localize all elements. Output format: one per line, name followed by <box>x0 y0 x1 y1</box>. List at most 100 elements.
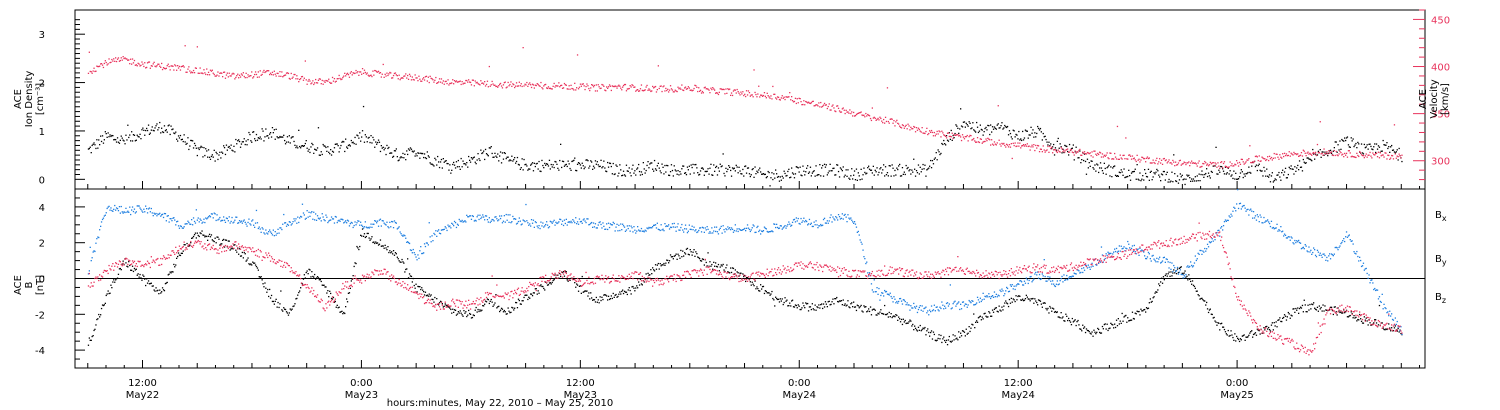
data-point <box>1293 151 1295 154</box>
data-point <box>564 164 566 166</box>
data-point <box>454 167 457 169</box>
data-point <box>365 235 367 238</box>
data-point <box>772 85 774 88</box>
data-point <box>352 275 354 277</box>
data-point <box>1113 165 1115 168</box>
data-point <box>1306 152 1308 154</box>
data-point <box>667 165 669 167</box>
data-point <box>592 226 594 228</box>
data-point <box>484 85 487 87</box>
data-point <box>249 75 251 77</box>
data-point <box>192 235 195 238</box>
data-point <box>1119 154 1121 156</box>
data-point <box>517 85 520 87</box>
data-point <box>593 299 596 301</box>
data-point <box>236 216 238 218</box>
data-point <box>884 166 887 168</box>
data-point <box>284 222 286 224</box>
data-point <box>1256 156 1258 158</box>
data-point <box>821 303 823 305</box>
data-point <box>698 229 700 232</box>
data-point <box>740 173 742 175</box>
data-point <box>660 265 662 267</box>
data-point <box>112 60 114 62</box>
data-point <box>1330 151 1333 153</box>
data-point <box>1183 161 1185 163</box>
data-point <box>930 167 933 169</box>
data-point <box>697 256 699 258</box>
data-point <box>895 174 897 176</box>
data-point <box>430 294 432 296</box>
data-point <box>899 318 901 320</box>
data-point <box>869 306 872 308</box>
data-point <box>426 151 428 153</box>
data-point <box>660 85 662 87</box>
data-point <box>330 292 332 295</box>
data-point <box>597 164 599 166</box>
data-point <box>340 144 342 147</box>
data-point <box>952 334 954 336</box>
data-point <box>619 85 621 87</box>
data-point <box>237 140 239 142</box>
data-point <box>1224 165 1227 167</box>
data-point <box>887 316 889 318</box>
data-point <box>1049 305 1051 308</box>
data-point <box>560 143 562 145</box>
data-point <box>658 167 660 169</box>
data-point <box>251 141 253 143</box>
data-point <box>363 69 366 71</box>
data-point <box>705 170 707 173</box>
data-point <box>670 164 673 166</box>
data-point <box>1194 162 1196 164</box>
data-point <box>416 291 418 293</box>
data-point <box>1293 173 1295 175</box>
data-point <box>866 115 868 117</box>
data-point <box>120 135 122 137</box>
data-point <box>861 178 863 180</box>
data-point <box>981 316 983 318</box>
data-point <box>1076 151 1078 153</box>
data-point <box>1004 124 1006 127</box>
data-point <box>601 227 603 229</box>
data-point <box>699 90 701 92</box>
data-point <box>374 220 376 222</box>
data-point <box>606 223 608 225</box>
data-point <box>91 257 93 259</box>
data-point <box>619 164 621 166</box>
data-point <box>1003 142 1005 145</box>
data-point <box>504 311 506 313</box>
data-point <box>1079 328 1081 330</box>
data-point <box>1266 158 1268 161</box>
data-point <box>723 229 725 231</box>
data-point <box>552 279 554 282</box>
data-point <box>446 82 448 85</box>
data-point <box>666 89 668 92</box>
data-point <box>156 290 158 292</box>
data-point <box>1000 125 1002 127</box>
data-point <box>166 131 168 133</box>
data-point <box>1260 170 1262 172</box>
data-point <box>294 73 296 76</box>
data-point <box>1006 303 1009 305</box>
data-point <box>1246 172 1248 175</box>
data-point <box>1150 301 1152 303</box>
data-point <box>1026 296 1028 298</box>
data-point <box>742 273 744 275</box>
data-point <box>346 73 348 75</box>
data-point <box>898 123 900 125</box>
data-point <box>185 223 187 225</box>
data-point <box>948 135 950 138</box>
data-point <box>1152 159 1154 161</box>
data-point <box>174 64 176 66</box>
data-point <box>880 117 882 120</box>
data-point <box>389 250 391 252</box>
data-point <box>442 306 444 308</box>
data-point <box>1218 165 1220 167</box>
data-point <box>582 165 584 167</box>
data-point <box>394 72 397 74</box>
data-point <box>241 222 243 224</box>
data-point <box>323 145 325 147</box>
data-point <box>214 213 216 215</box>
data-point <box>1334 141 1336 143</box>
data-point <box>163 290 166 292</box>
